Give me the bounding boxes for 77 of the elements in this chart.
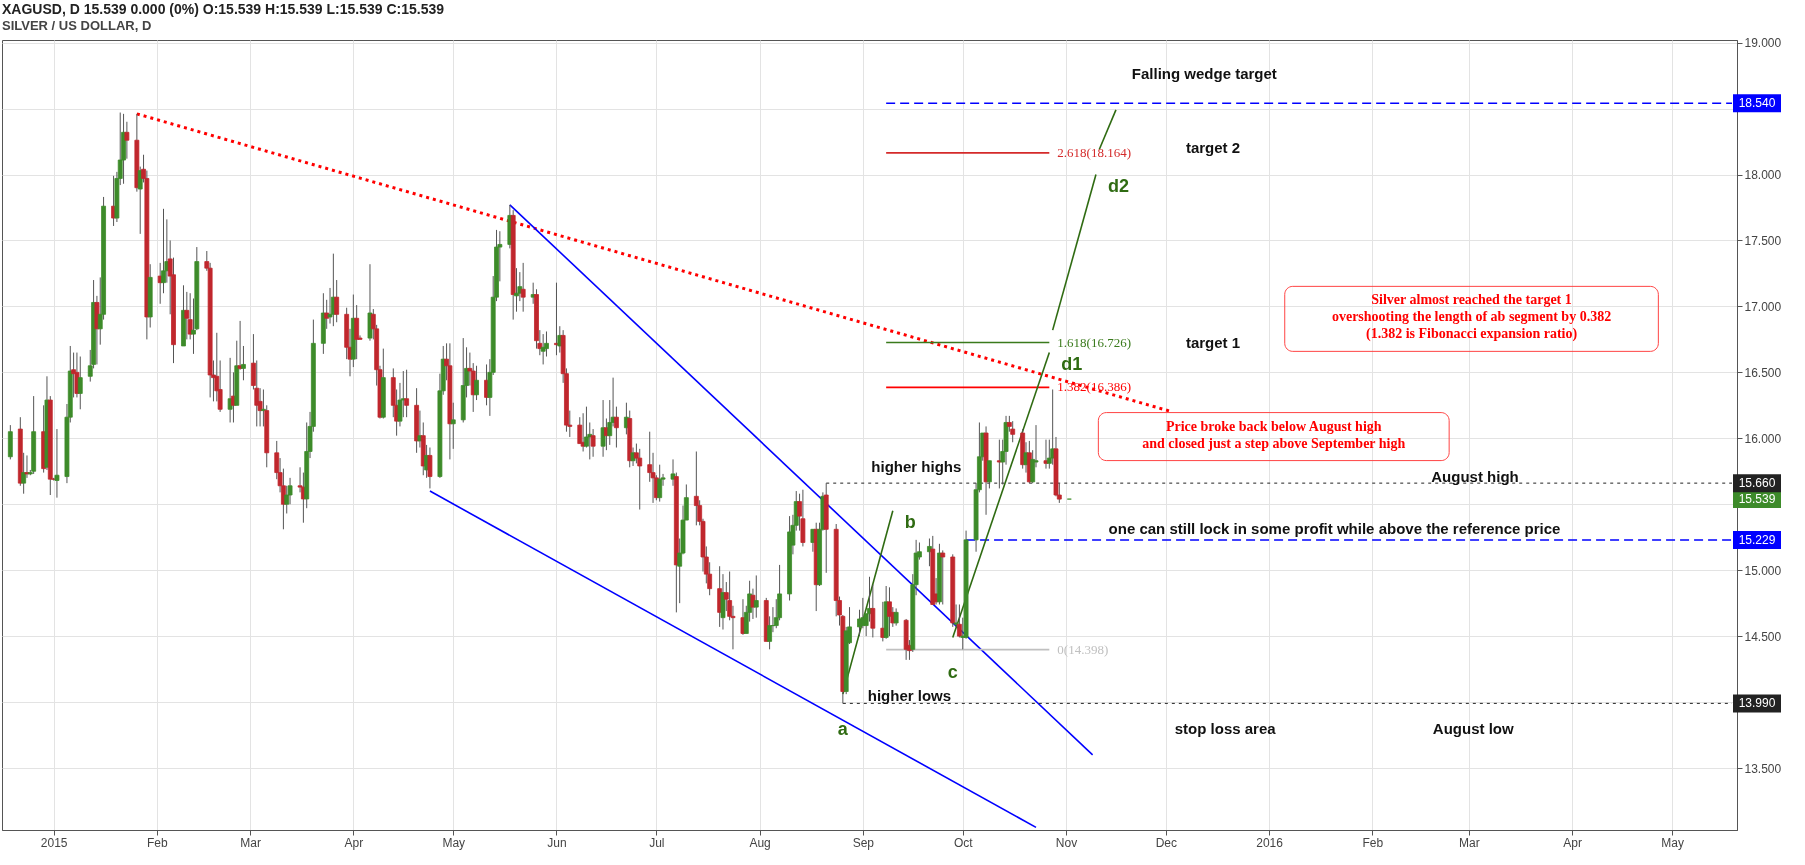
candlestick (404, 369, 410, 418)
candlestick (540, 333, 546, 365)
x-tick-label: Apr (344, 835, 364, 850)
annotation: higher highs (871, 458, 962, 476)
annotation: August high (1431, 467, 1519, 485)
data-label: a (837, 719, 849, 740)
candlestick (417, 410, 423, 449)
y-tick-label: 16.000 (1744, 431, 1782, 446)
data-label: 18.540 (1738, 96, 1776, 111)
x-tick-label: Jul (649, 835, 665, 850)
x-tick-label: Sep (852, 835, 875, 850)
annotation: one can still lock in some profit while above the reference price (1108, 520, 1561, 538)
annotation: stop loss area (1174, 719, 1277, 737)
x-tick-label: Jun (547, 835, 567, 850)
x-tick-label: Apr (1563, 835, 1582, 850)
x-tick-label: Mar (1459, 835, 1480, 850)
x-tick-label: Dec (1155, 835, 1178, 850)
annotation: August low (1432, 719, 1515, 737)
data-label: 13.990 (1738, 696, 1776, 711)
data-label: b (904, 511, 916, 532)
candlestick (520, 262, 526, 313)
x-tick-label: 2015 (40, 835, 68, 850)
candlestick (800, 489, 806, 547)
x-tick-label: Oct (953, 835, 974, 850)
y-tick-label: 18.000 (1744, 168, 1782, 183)
data-label: 2.618(18.164) (1057, 144, 1131, 160)
annotation: Price broke back below August high and closed just a step above September high (1142, 418, 1406, 451)
candlestick (940, 549, 946, 605)
candlestick (637, 448, 643, 511)
x-tick-label: Feb (147, 835, 169, 850)
annotation: higher lows (867, 686, 952, 704)
x-tick-label: Mar (240, 835, 261, 850)
candlestick (124, 121, 130, 160)
data-label: c (947, 662, 958, 683)
candlestick (334, 279, 340, 323)
x-tick-label: May (1661, 835, 1684, 850)
chart-title: XAGUSD, D 15.539 0.000 (0%) O:15.539 H:15.539 L:15.539 C:15.539 (2, 0, 445, 17)
x-tick-label: Feb (1362, 835, 1384, 850)
candlestick (1043, 439, 1049, 470)
candlestick (474, 365, 479, 401)
candlestick (184, 291, 190, 340)
text: 15.539 (1738, 492, 1776, 507)
annotation: target 1 (1185, 333, 1241, 351)
data-label: 1.618(16.726) (1057, 334, 1131, 350)
candlestick (580, 412, 586, 452)
y-tick-label: 13.500 (1744, 761, 1782, 776)
candlestick (354, 304, 360, 360)
annotation: Falling wedge target (1131, 64, 1277, 82)
data-label: d1 (1061, 353, 1083, 374)
candlestick (1010, 420, 1016, 443)
annotation: Silver almost reached the target 1 overshooting the length of ab segment by 0.382 (1.382 is Fibonacci expansion ratio) (1331, 292, 1612, 343)
y-tick-label: 19.000 (1744, 36, 1782, 51)
x-tick-label: Aug (749, 835, 771, 850)
data-label: 0(14.398) (1057, 641, 1109, 657)
y-tick-label: 16.500 (1744, 365, 1782, 380)
candlestick (21, 452, 27, 495)
y-tick-label: 14.500 (1744, 629, 1782, 644)
x-tick-label: 2016 (1256, 835, 1284, 850)
candlestick (986, 460, 992, 489)
annotation: target 2 (1185, 139, 1241, 157)
candlestick (77, 356, 83, 410)
candlestick (996, 439, 1002, 489)
candlestick (427, 447, 433, 489)
candlestick (887, 586, 892, 637)
x-tick-label: Nov (1055, 835, 1078, 850)
candlestick (630, 447, 636, 467)
data-label: d2 (1107, 175, 1129, 196)
y-tick-label: 15.000 (1744, 563, 1782, 578)
y-tick-label: 17.500 (1744, 233, 1782, 248)
data-label: 15.660 (1738, 476, 1776, 491)
candlestick (450, 402, 456, 450)
candlestick (237, 320, 243, 371)
chart-subtitle: SILVER / US DOLLAR, D (2, 17, 152, 33)
x-tick-label: May (442, 835, 466, 850)
data-label: 15.229 (1738, 532, 1776, 547)
candlestick (657, 464, 663, 503)
y-tick-label: 17.000 (1744, 299, 1782, 314)
